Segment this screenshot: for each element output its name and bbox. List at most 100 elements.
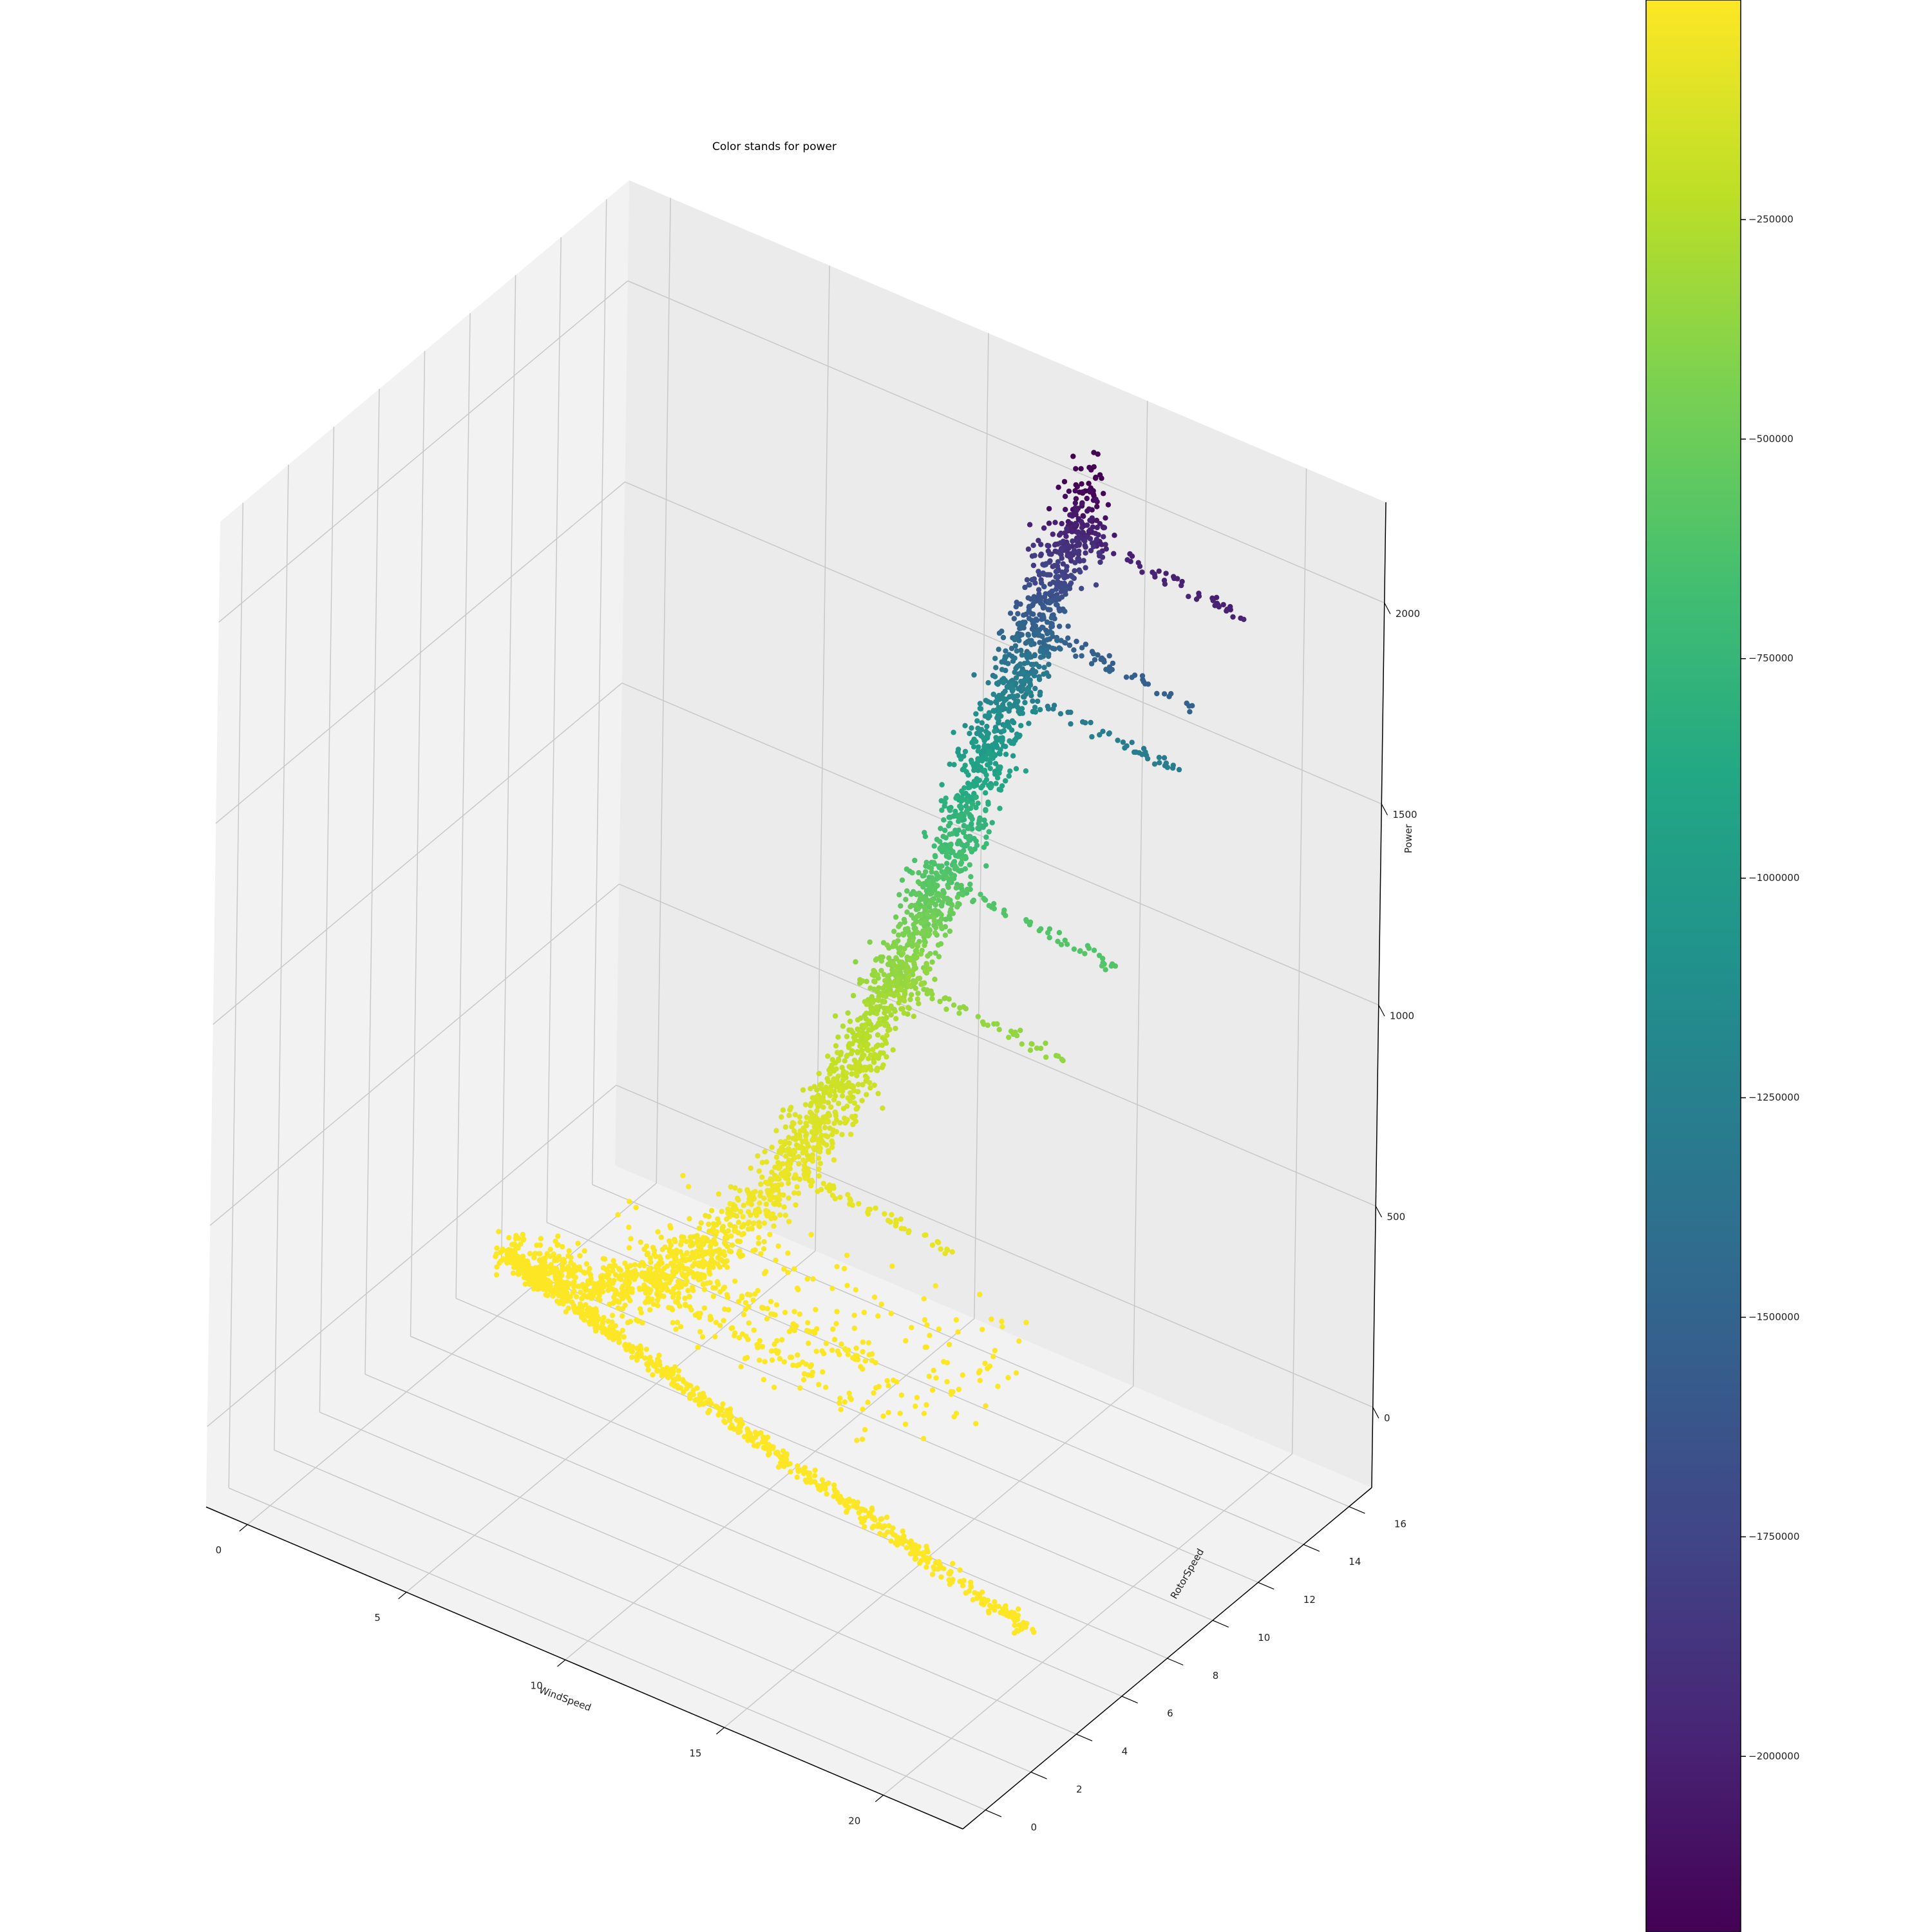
scatter-point [540,1256,546,1262]
scatter-point [850,992,857,999]
scatter-point [887,1027,893,1032]
scatter-point [839,1093,846,1099]
scatter-point [1073,466,1079,471]
scatter-point [1041,583,1047,590]
scatter-point [864,1075,870,1081]
scatter-point [1045,607,1051,612]
scatter-point [946,1341,952,1348]
scatter-point [875,1521,882,1528]
scatter-point [822,1086,828,1092]
scatter-point [1006,773,1012,779]
scatter-point [791,1155,798,1160]
scatter-point [565,1253,571,1259]
scatter-point [999,739,1005,745]
y-tick-label: 14 [1349,1556,1361,1567]
scatter-point [820,1140,827,1146]
scatter-point [967,846,973,852]
scatter-point [909,992,914,998]
scatter-point [775,1243,781,1249]
scatter-point [724,1292,730,1298]
scatter-point [727,1200,733,1207]
scatter-point [958,882,964,889]
scatter-point [752,1189,758,1195]
scatter-point [905,974,912,980]
scatter-point [951,1414,957,1420]
scatter-point [817,1149,823,1155]
scatter-point [808,1118,813,1124]
scatter-point [960,1372,966,1378]
scatter-point [583,1261,589,1267]
scatter-point [1090,650,1097,657]
scatter-point [976,820,981,827]
scatter-point [883,1015,889,1021]
scatter-point [931,1564,936,1570]
scatter-point [1012,669,1018,676]
scatter-point [967,730,972,737]
scatter-point [719,1209,724,1215]
scatter-point [1097,521,1103,527]
scatter-point [791,1266,797,1272]
scatter-point [841,1265,848,1272]
scatter-point [1094,504,1100,509]
scatter-point [1002,688,1008,694]
scatter-point [497,1260,502,1266]
scatter-point [673,1299,679,1305]
scatter-point [938,1574,944,1580]
scatter-point [800,1157,806,1163]
scatter-point [597,1297,603,1303]
scatter-point [998,747,1003,753]
scatter-point [624,1264,630,1270]
scatter-point [955,1329,961,1335]
scatter-point [913,985,919,991]
scatter-point [1141,679,1147,685]
scatter-point [1093,475,1099,481]
scatter-point [913,1556,919,1562]
scatter-point [761,1195,767,1201]
scatter-point [1050,579,1056,585]
scatter-point [674,1283,679,1290]
scatter-point [942,828,948,833]
scatter-point [784,1461,790,1466]
scatter-point [661,1293,667,1300]
scatter-point [777,1212,783,1218]
scatter-point [919,980,925,987]
scatter-point [834,1309,840,1314]
scatter-point [1139,569,1145,575]
scatter-point [768,1348,775,1354]
scatter-point [956,819,961,824]
scatter-point [963,803,969,809]
scatter-point [615,1212,621,1218]
scatter-point [734,1417,740,1423]
scatter-point [893,1220,899,1226]
scatter-point [992,674,998,679]
y-tick-label: 6 [1167,1708,1173,1719]
scatter-point [666,1280,672,1286]
scatter-point [1032,623,1037,629]
scatter-point [786,1162,792,1168]
scatter-point [1187,709,1193,715]
scatter-point [1032,553,1037,558]
scatter-point [1003,778,1009,784]
scatter-point [946,996,952,1002]
scatter-point [516,1257,522,1264]
scatter-point [1007,611,1014,616]
scatter-point [668,1253,674,1258]
scatter-point [993,665,999,670]
scatter-point [939,782,945,788]
scatter-point [903,896,909,902]
scatter-point [659,1269,665,1276]
scatter-point [801,1167,807,1173]
scatter-point [791,1321,797,1327]
scatter-point [855,1081,862,1088]
scatter-point [739,1231,745,1238]
scatter-point [893,1025,898,1032]
scatter-point [983,834,989,840]
scatter-point [902,926,909,933]
y-tick-mark [1303,1544,1320,1552]
scatter-point [537,1251,543,1257]
scatter-point [776,1166,782,1171]
scatter-point [1022,584,1028,591]
scatter-point [898,1216,904,1222]
scatter-point [1093,582,1099,588]
scatter-point [1013,675,1019,681]
